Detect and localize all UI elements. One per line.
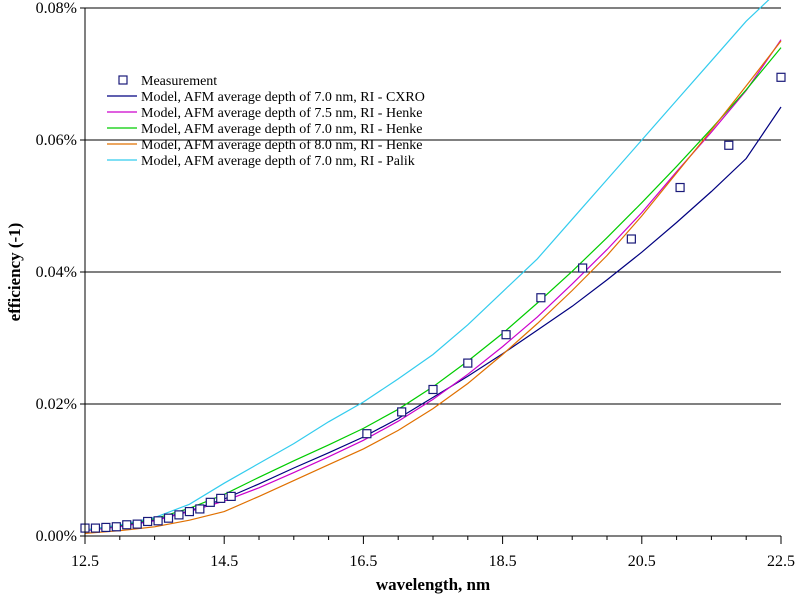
y-tick-label: 0.00% (36, 528, 77, 545)
measurement-point (163, 513, 174, 523)
series-line-5 (84, 0, 770, 531)
legend-label: Model, AFM average depth of 8.0 nm, RI -… (141, 138, 423, 153)
x-tick-label: 14.5 (210, 553, 238, 570)
x-tick-label: 18.5 (489, 553, 517, 570)
legend-label: Measurement (141, 74, 217, 89)
legend-label: Model, AFM average depth of 7.0 nm, RI -… (141, 122, 423, 137)
measurement-point (226, 491, 236, 501)
measurement-point (174, 510, 184, 520)
x-tick-label: 20.5 (628, 553, 656, 570)
measurement-point (536, 293, 546, 303)
measurement-point (501, 330, 511, 340)
y-axis-ticks: 0.00% 0.02% 0.04% 0.06% 0.08% (36, 0, 85, 545)
measurement-point (205, 497, 215, 507)
measurement-point (578, 263, 588, 273)
measurement-markers (80, 72, 786, 533)
measurement-point (122, 520, 132, 530)
x-tick-label: 16.5 (349, 553, 377, 570)
y-tick-label: 0.02% (36, 396, 77, 413)
measurement-point (184, 506, 194, 517)
measurement-point (626, 234, 636, 244)
measurement-point (195, 504, 205, 514)
x-axis-title: wavelength, nm (376, 575, 490, 594)
legend-marker (118, 75, 128, 85)
measurement-point (724, 140, 734, 150)
series-line-4 (84, 40, 782, 534)
legend-label: Model, AFM average depth of 7.5 nm, RI -… (141, 106, 423, 121)
y-tick-label: 0.06% (36, 132, 77, 149)
measurement-point (428, 384, 438, 395)
series-lines (84, 0, 782, 534)
legend-label: Model, AFM average depth of 7.0 nm, RI -… (141, 90, 425, 105)
measurement-point (132, 519, 142, 529)
measurement-point (111, 522, 121, 532)
measurement-point (776, 72, 786, 82)
measurement-point (362, 429, 372, 439)
x-tick-label: 22.5 (767, 553, 795, 570)
measurement-point (90, 523, 101, 533)
x-axis-ticks: 12.5 14.5 16.5 18.5 20.5 22.5 (71, 536, 795, 570)
measurement-point (397, 407, 407, 417)
measurement-point (675, 182, 685, 193)
x-tick-label: 12.5 (71, 553, 99, 570)
gridlines (85, 7, 781, 405)
measurement-point (216, 493, 226, 503)
y-tick-label: 0.08% (36, 0, 77, 17)
measurement-point (143, 516, 153, 527)
y-axis-title: efficiency (-1) (5, 223, 24, 322)
measurement-point (101, 522, 111, 533)
y-tick-label: 0.04% (36, 264, 77, 281)
measurement-point (463, 358, 473, 368)
measurement-point (153, 516, 163, 526)
legend-label: Model, AFM average depth of 7.0 nm, RI -… (141, 154, 415, 169)
